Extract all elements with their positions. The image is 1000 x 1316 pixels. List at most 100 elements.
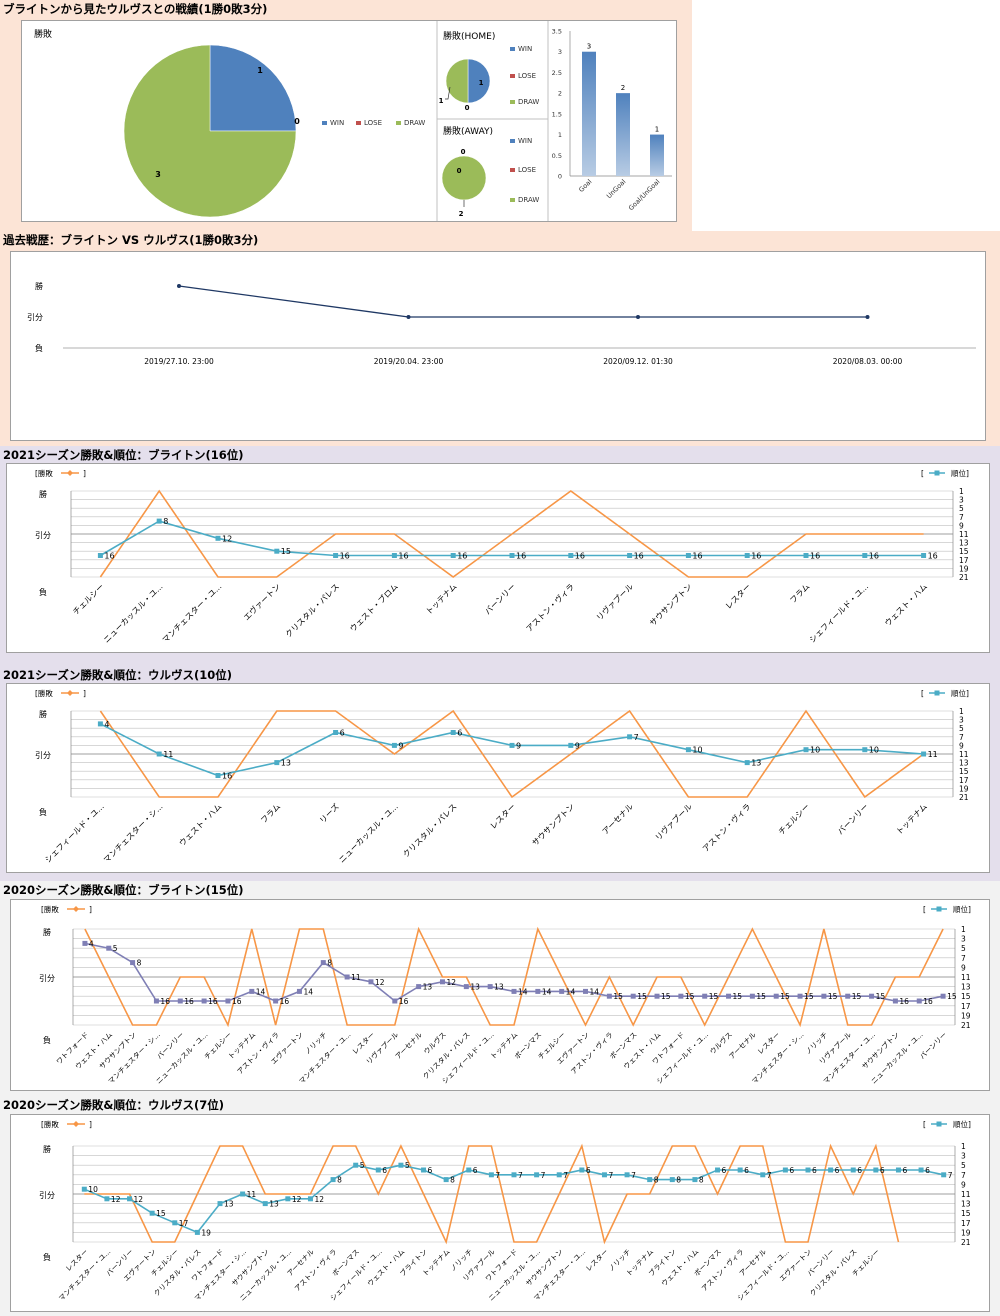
rank-data-label: 12 bbox=[222, 534, 232, 543]
legend-swatch-draw bbox=[510, 100, 515, 104]
rank-data-label: 4 bbox=[89, 939, 94, 948]
rank-point bbox=[828, 1167, 834, 1173]
rank-data-label: 15 bbox=[804, 992, 814, 1001]
rank-point bbox=[421, 1167, 427, 1173]
rank-data-label: 12 bbox=[134, 1195, 144, 1204]
x-tick-label: リヴァプール bbox=[594, 581, 635, 622]
rank-point bbox=[509, 742, 515, 748]
pie-data-label: 1 bbox=[257, 66, 263, 75]
rank-tick-label: 9 bbox=[961, 1180, 966, 1189]
rank-point bbox=[450, 553, 456, 558]
x-tick-label: マンチェスター・ユ... bbox=[161, 582, 224, 645]
pie-slice-draw bbox=[441, 155, 487, 201]
legend-entry: WIN bbox=[518, 137, 532, 145]
rank-point bbox=[630, 993, 636, 999]
rank-data-label: 6 bbox=[812, 1166, 817, 1175]
legend-entry: DRAW bbox=[518, 196, 539, 204]
legend-swatch-lose bbox=[510, 74, 515, 78]
rank-point bbox=[773, 993, 779, 999]
bar-goal-ungoal bbox=[650, 134, 664, 176]
rank-point bbox=[262, 1201, 268, 1207]
legend-result-label: ] bbox=[83, 469, 86, 478]
rank-point bbox=[627, 553, 633, 558]
rank-point bbox=[487, 984, 493, 990]
rank-data-label: 8 bbox=[337, 1176, 342, 1185]
x-tick-label: トッテナム bbox=[424, 582, 458, 616]
rank-tick-label: 5 bbox=[961, 1161, 966, 1170]
y-tick-label: 0 bbox=[558, 173, 562, 181]
rank-point bbox=[215, 773, 221, 778]
rank-data-label: 7 bbox=[631, 1171, 636, 1180]
x-tick-label: ウェスト・ブロム bbox=[347, 581, 399, 633]
legend-rank-label: [ bbox=[923, 1120, 926, 1129]
rank-point bbox=[273, 998, 279, 1004]
y-tick-label: 3.5 bbox=[552, 28, 562, 36]
rank-point bbox=[579, 1167, 585, 1173]
legend-result-marker bbox=[67, 470, 73, 476]
rank-tick-label: 1 bbox=[959, 707, 964, 716]
x-tick-label: マンチェスター・シ... bbox=[102, 802, 165, 865]
rank-point bbox=[249, 988, 255, 994]
rank-data-label: 6 bbox=[880, 1166, 885, 1175]
legend-swatch-win bbox=[510, 139, 515, 143]
pie-slice-win bbox=[209, 44, 297, 132]
rank-point bbox=[225, 998, 231, 1004]
rank-point bbox=[172, 1220, 178, 1226]
rank-point bbox=[534, 1172, 540, 1178]
rank-point bbox=[104, 1196, 110, 1202]
rank-point bbox=[678, 993, 684, 999]
legend-result-label: ] bbox=[83, 689, 86, 698]
rank-point bbox=[156, 751, 162, 757]
x-tick-label: エヴァートン bbox=[241, 581, 282, 622]
rank-point bbox=[873, 1167, 879, 1173]
rank-data-label: 16 bbox=[575, 552, 585, 561]
legend-swatch-lose bbox=[510, 168, 515, 172]
rank-point bbox=[333, 553, 339, 558]
rank-point bbox=[627, 734, 633, 740]
rank-tick-label: 3 bbox=[959, 496, 964, 505]
y-label: 負 bbox=[43, 1252, 51, 1262]
rank-data-label: 9 bbox=[575, 741, 580, 750]
rank-point bbox=[805, 1167, 811, 1173]
rank-data-label: 16 bbox=[751, 552, 761, 561]
rank-point bbox=[583, 988, 589, 994]
rank-point bbox=[463, 984, 469, 990]
chart-title: 勝敗 bbox=[34, 28, 52, 40]
x-tick-label: ウェスト・ハム bbox=[883, 582, 929, 628]
rank-data-label: 6 bbox=[789, 1166, 794, 1175]
rank-tick-label: 11 bbox=[959, 750, 969, 759]
rank-data-label: 13 bbox=[494, 983, 504, 992]
rank-point bbox=[368, 979, 374, 985]
rank-point bbox=[850, 1167, 856, 1173]
x-tick-label: アーセナル bbox=[601, 802, 635, 836]
section-overview: ブライトンから見たウルヴスとの戦績(1勝0敗3分) 1 0 3 勝敗 WIN LOSE DR… bbox=[0, 0, 692, 231]
x-tick-label: 2019/27.10. 23:00 bbox=[144, 357, 214, 366]
rank-point bbox=[692, 1177, 698, 1183]
rank-data-label: 6 bbox=[722, 1166, 727, 1175]
rank-point bbox=[744, 553, 750, 558]
rank-point bbox=[127, 1196, 133, 1202]
rank-point bbox=[106, 945, 112, 951]
x-tick-label: アストン・ヴィラ bbox=[293, 1247, 339, 1293]
rank-data-label: 7 bbox=[495, 1171, 500, 1180]
rank-point bbox=[916, 998, 922, 1004]
legend-swatch-lose bbox=[356, 121, 361, 125]
rank-data-label: 6 bbox=[457, 729, 462, 738]
rank-data-label: 14 bbox=[303, 987, 313, 996]
rank-point bbox=[821, 993, 827, 999]
rank-data-label: 6 bbox=[744, 1166, 749, 1175]
legend-entry: LOSE bbox=[518, 72, 536, 80]
rank-data-label: 7 bbox=[608, 1171, 613, 1180]
rank-data-label: 16 bbox=[208, 997, 218, 1006]
rank-data-label: 6 bbox=[586, 1166, 591, 1175]
legend-entry: DRAW bbox=[518, 98, 539, 106]
rank-tick-label: 9 bbox=[959, 741, 964, 750]
blank-area bbox=[692, 0, 1000, 231]
rank-data-label: 13 bbox=[470, 983, 480, 992]
rank-data-label: 8 bbox=[699, 1176, 704, 1185]
rank-data-label: 14 bbox=[590, 987, 600, 996]
x-tick-label: サウサンプトン bbox=[648, 582, 694, 628]
section-brighton-2020: 2020シーズン勝敗&順位：ブライトン(15位) 勝引分負 1 3 5 7 9 11 13 15… bbox=[0, 881, 1000, 1096]
x-tick-label: レスター bbox=[584, 1247, 610, 1273]
